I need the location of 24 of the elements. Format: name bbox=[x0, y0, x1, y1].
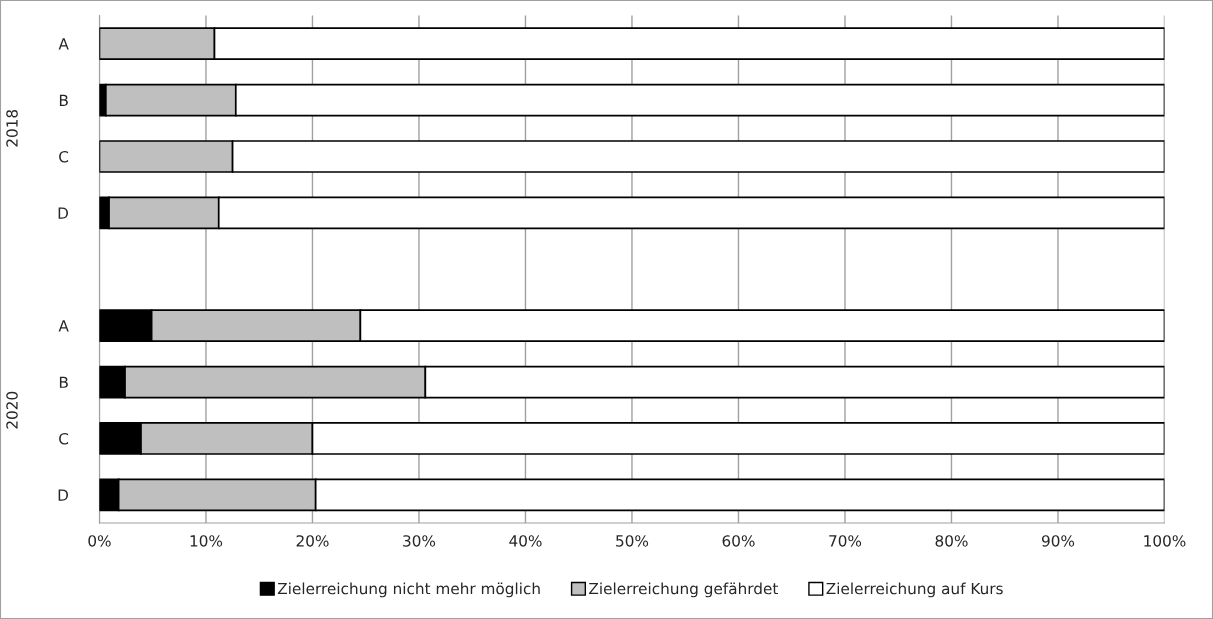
y-tick-label: B bbox=[59, 376, 68, 388]
text: 2020 bbox=[6, 391, 18, 429]
x-tick-label: 50% bbox=[616, 535, 649, 547]
y-tick-label: D bbox=[58, 207, 69, 219]
x-tick-label: 90% bbox=[1041, 535, 1075, 547]
y-tick-label: B bbox=[59, 94, 68, 106]
legend-label: Zielerreichung nicht mehr möglich bbox=[277, 582, 540, 598]
x-tick-label: 80% bbox=[935, 535, 968, 547]
x-tick-label: 0% bbox=[88, 535, 111, 547]
legend-label: Zielerreichung auf Kurs bbox=[826, 582, 1003, 598]
x-tick-label: 40% bbox=[509, 535, 542, 547]
x-tick-label: 60% bbox=[722, 535, 755, 547]
x-tick-label: 100% bbox=[1144, 535, 1186, 547]
y-tick-label: C bbox=[59, 150, 69, 163]
x-tick-label: 70% bbox=[829, 535, 862, 547]
y-tick-label: A bbox=[58, 320, 69, 332]
x-tick-label: 30% bbox=[403, 535, 436, 547]
y-tick-label: C bbox=[59, 432, 69, 445]
x-tick-label: 10% bbox=[190, 535, 223, 547]
y-tick-label: A bbox=[58, 38, 69, 50]
text: 2018 bbox=[6, 109, 18, 147]
legend-label: Zielerreichung gefährdet bbox=[589, 582, 778, 598]
x-tick-label: 20% bbox=[296, 535, 329, 547]
y-tick-label: D bbox=[58, 489, 69, 501]
